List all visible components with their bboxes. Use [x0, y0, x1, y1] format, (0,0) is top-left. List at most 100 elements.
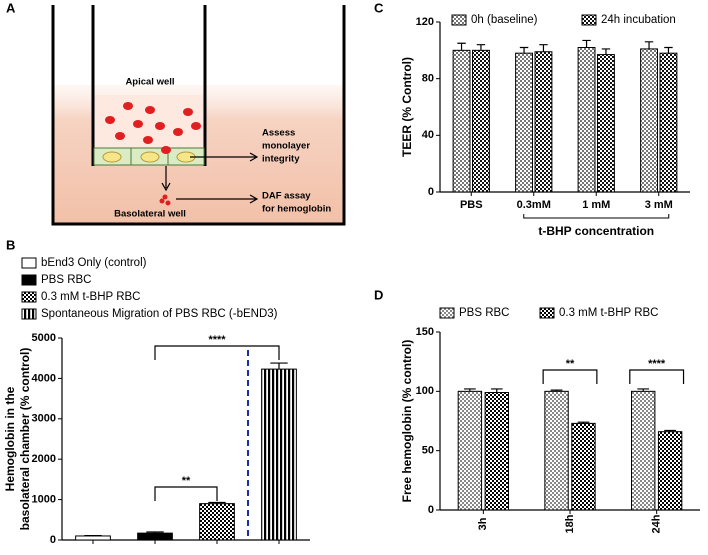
- label: monolayer: [262, 141, 310, 152]
- bar: [631, 390, 656, 511]
- label: DAF assay: [262, 191, 311, 202]
- legend-label: 0.3 mM t-BHP RBC: [559, 307, 658, 319]
- error-bar: [637, 388, 650, 392]
- error-bar: [490, 388, 503, 393]
- rbc: [165, 200, 171, 206]
- x-tick-label: 0.3mM: [517, 199, 551, 211]
- error-bar: [270, 362, 288, 370]
- bar: [457, 390, 483, 511]
- y-axis-label: basolateral chamber (% control): [18, 348, 32, 531]
- error-bar: [539, 44, 548, 52]
- panel-label: B: [6, 237, 15, 252]
- y-tick-label: 80: [422, 73, 434, 85]
- legend-swatch: [21, 308, 37, 320]
- panel-label: C: [374, 0, 384, 15]
- arrow: [190, 152, 259, 162]
- bar: [659, 52, 678, 193]
- legend-label: 0.3 mM t-BHP RBC: [41, 291, 140, 303]
- rbc: [105, 116, 115, 124]
- panel-label: D: [374, 287, 383, 302]
- y-tick-label: 150: [416, 326, 434, 338]
- significance-label: **: [182, 475, 191, 487]
- label: Basolateral well: [114, 209, 186, 220]
- significance-bracket: [154, 486, 218, 501]
- error-bar: [601, 48, 611, 55]
- bar: [472, 49, 490, 193]
- y-axis-label: Hemoglobin in the: [3, 386, 17, 491]
- legend-label: 0h (baseline): [471, 14, 538, 26]
- rbc: [159, 198, 165, 204]
- error-bar: [457, 42, 466, 51]
- x-tick-label: PBS: [460, 199, 483, 211]
- error-bar: [577, 421, 590, 424]
- legend-label: Spontaneous Migration of PBS RBC (-bEND3…: [41, 308, 278, 320]
- panel-label: A: [6, 0, 16, 15]
- y-tick-label: 120: [416, 16, 434, 28]
- significance-label: ****: [208, 334, 226, 346]
- bar: [544, 390, 569, 511]
- y-axis-label: TEER (% Control): [400, 57, 414, 157]
- error-bar: [146, 531, 164, 534]
- x-tick-label: 3 mM: [645, 199, 673, 211]
- legend-swatch: [21, 274, 37, 286]
- x-tick-label: 1 mM: [582, 199, 610, 211]
- rbc: [155, 122, 165, 130]
- bar: [657, 431, 683, 511]
- bar: [597, 54, 615, 193]
- y-tick-label: 0: [50, 534, 56, 546]
- bar: [137, 532, 173, 541]
- x-axis-label: t-BHP concentration: [538, 224, 654, 238]
- rbc: [133, 120, 143, 128]
- legend-label: PBS RBC: [41, 274, 92, 286]
- label: Apical well: [125, 77, 174, 88]
- bar: [571, 422, 596, 511]
- y-tick-label: 2000: [32, 453, 56, 465]
- rbc: [143, 136, 153, 144]
- rbc: [161, 146, 171, 154]
- error-bar: [208, 501, 226, 504]
- error-bar: [476, 44, 486, 51]
- error-bar: [644, 41, 654, 49]
- y-tick-label: 4000: [32, 372, 56, 384]
- y-tick-label: 0: [428, 186, 434, 198]
- legend-swatch: [581, 14, 597, 26]
- nucleus: [140, 151, 160, 163]
- significance-bracket: [154, 345, 280, 360]
- legend-label: PBS RBC: [459, 307, 510, 319]
- error-bar: [464, 388, 476, 392]
- y-tick-label: 5000: [32, 332, 56, 344]
- y-tick-label: 3000: [32, 413, 56, 425]
- cell-layer: [93, 147, 205, 166]
- error-bar: [582, 39, 591, 48]
- bar: [261, 368, 297, 541]
- x-tick-label: 18h: [564, 514, 576, 533]
- legend-swatch: [451, 14, 467, 26]
- error-bar: [664, 46, 673, 54]
- bar: [452, 49, 471, 193]
- y-tick-label: 100: [416, 385, 434, 397]
- bar: [577, 47, 596, 193]
- rbc: [183, 108, 193, 116]
- label: integrity: [262, 154, 300, 165]
- panel-a: A Apical well Assess monolayer integrity…: [6, 0, 346, 226]
- legend-label: bEnd3 Only (control): [41, 257, 147, 269]
- bar: [199, 503, 235, 541]
- y-tick-label: 0: [428, 504, 434, 516]
- significance-bracket: [629, 369, 685, 384]
- bar: [534, 51, 553, 193]
- rbc: [115, 132, 125, 140]
- bar: [484, 392, 509, 511]
- significance-bracket: [542, 369, 598, 384]
- insert: [91, 5, 207, 166]
- x-bracket: [523, 214, 670, 219]
- y-tick-label: 1000: [32, 494, 56, 506]
- error-bar: [664, 429, 676, 432]
- bar: [640, 48, 658, 193]
- rbc: [123, 102, 133, 110]
- y-axis-label: Free hemoglobin (% control): [400, 340, 414, 503]
- x-tick-label: 24h: [651, 514, 663, 533]
- label: Assess: [262, 128, 295, 139]
- significance-label: ****: [648, 358, 666, 370]
- nucleus: [102, 151, 122, 163]
